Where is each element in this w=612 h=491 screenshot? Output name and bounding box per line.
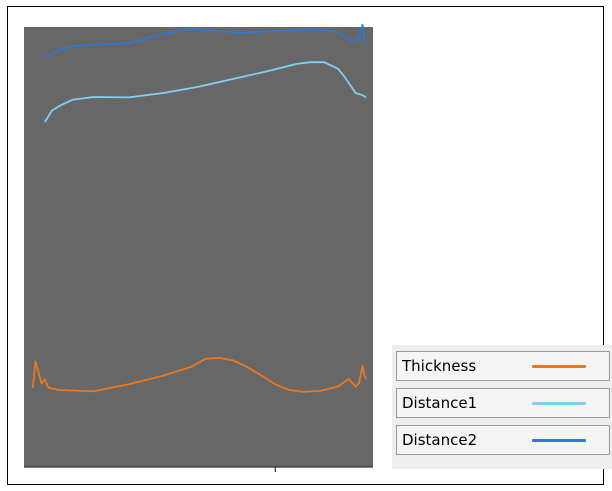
series-line-distance2	[44, 23, 367, 59]
legend-swatch-distance2	[532, 438, 586, 442]
chart-frame: Thickness Distance1 Distance2	[7, 6, 612, 485]
plot-area	[24, 27, 373, 467]
legend-swatch-distance1	[532, 401, 586, 405]
legend-entry-distance1: Distance1	[396, 388, 610, 418]
legend-label-distance1: Distance1	[402, 394, 478, 412]
legend-label-distance2: Distance2	[402, 431, 478, 449]
legend-entry-distance2: Distance2	[396, 425, 610, 455]
legend-label-thickness: Thickness	[402, 357, 477, 375]
legend-entry-thickness: Thickness	[396, 351, 610, 381]
series-line-thickness	[31, 356, 367, 393]
legend: Thickness Distance1 Distance2	[392, 345, 612, 469]
series-layer	[31, 23, 367, 393]
series-line-distance1	[44, 61, 367, 123]
legend-swatch-thickness	[532, 364, 586, 368]
plot-canvas	[24, 23, 373, 472]
